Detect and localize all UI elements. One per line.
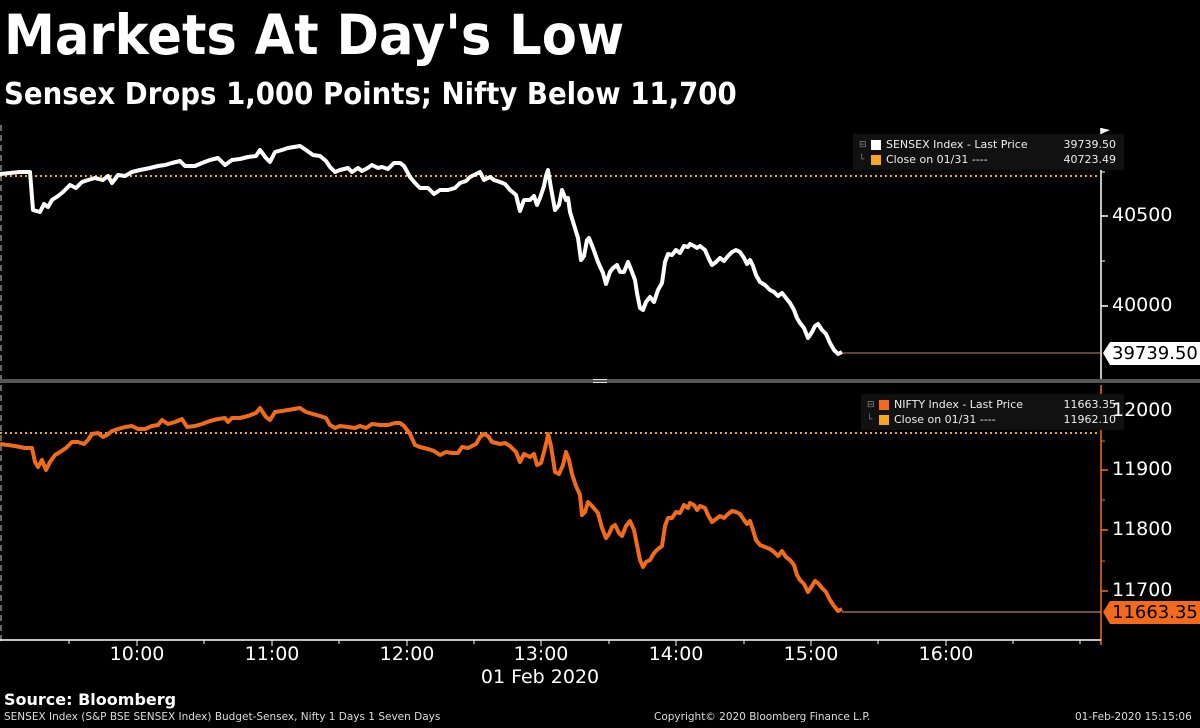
x-tick: 14:00: [648, 643, 704, 665]
tree-branch-icon: └: [867, 414, 873, 425]
chart-title: Markets At Day's Low: [4, 3, 625, 67]
legend-swatch: [879, 414, 889, 425]
x-tick: 11:00: [244, 643, 300, 665]
nifty-y-tick: 12000: [1112, 399, 1173, 421]
x-tick: 13:00: [513, 643, 569, 665]
legend-label: SENSEX Index - Last Price: [886, 138, 1028, 151]
footer-timestamp: 01-Feb-2020 15:15:06: [1075, 711, 1192, 723]
footer-copyright: Copyright© 2020 Bloomberg Finance L.P.: [654, 711, 871, 723]
panel-divider[interactable]: [0, 379, 1200, 383]
x-tick: 15:00: [783, 643, 839, 665]
collapse-icon[interactable]: ⊟: [867, 399, 875, 410]
sensex-line: [0, 144, 843, 356]
sensex-legend: ⊟ SENSEX Index - Last Price 39739.50 └ C…: [853, 134, 1124, 170]
x-axis-date-label: 01 Feb 2020: [480, 666, 600, 688]
sensex-y-tick: 40500: [1112, 204, 1173, 226]
source-label: Source: Bloomberg: [4, 690, 177, 709]
sensex-axis-flag-icon: [1101, 128, 1110, 134]
tree-branch-icon: └: [859, 154, 865, 165]
legend-swatch: [871, 139, 881, 150]
chart-subtitle: Sensex Drops 1,000 Points; Nifty Below 1…: [4, 77, 737, 112]
legend-label: Close on 01/31 ----: [886, 153, 988, 166]
legend-swatch: [879, 399, 889, 410]
legend-item[interactable]: └ Close on 01/31 ---- 40723.49: [859, 152, 1116, 167]
legend-label: Close on 01/31 ----: [894, 413, 996, 426]
x-tick: 16:00: [918, 643, 974, 665]
sensex-y-tick: 40000: [1112, 294, 1173, 316]
x-tick: 10:00: [109, 643, 165, 665]
nifty-legend: ⊟ NIFTY Index - Last Price 11663.35 └ Cl…: [861, 394, 1124, 430]
legend-label: NIFTY Index - Last Price: [894, 398, 1024, 411]
legend-swatch: [871, 154, 881, 165]
legend-value: 39739.50: [1063, 138, 1117, 151]
legend-value: 11962.10: [1063, 413, 1117, 426]
legend-item[interactable]: ⊟ SENSEX Index - Last Price 39739.50: [859, 137, 1116, 152]
collapse-icon[interactable]: ⊟: [859, 139, 867, 150]
nifty-y-tick: 11700: [1112, 579, 1173, 601]
nifty-y-tick: 11900: [1112, 458, 1173, 480]
legend-item[interactable]: ⊟ NIFTY Index - Last Price 11663.35: [867, 397, 1116, 412]
nifty-last-price-tag-bg: [1103, 601, 1200, 624]
nifty-line: [0, 406, 843, 613]
sensex-last-price-tag: 39739.50: [1112, 343, 1198, 364]
legend-item[interactable]: └ Close on 01/31 ---- 11962.10: [867, 412, 1116, 427]
footer-description: SENSEX Index (S&P BSE SENSEX Index) Budg…: [4, 711, 441, 723]
legend-value: 11663.35: [1063, 398, 1117, 411]
nifty-last-price-tag: 11663.35: [1112, 602, 1198, 623]
sensex-last-price-tag-bg: [1103, 342, 1200, 365]
nifty-y-tick: 11800: [1112, 518, 1173, 540]
x-tick: 12:00: [379, 643, 435, 665]
legend-value: 40723.49: [1063, 153, 1117, 166]
